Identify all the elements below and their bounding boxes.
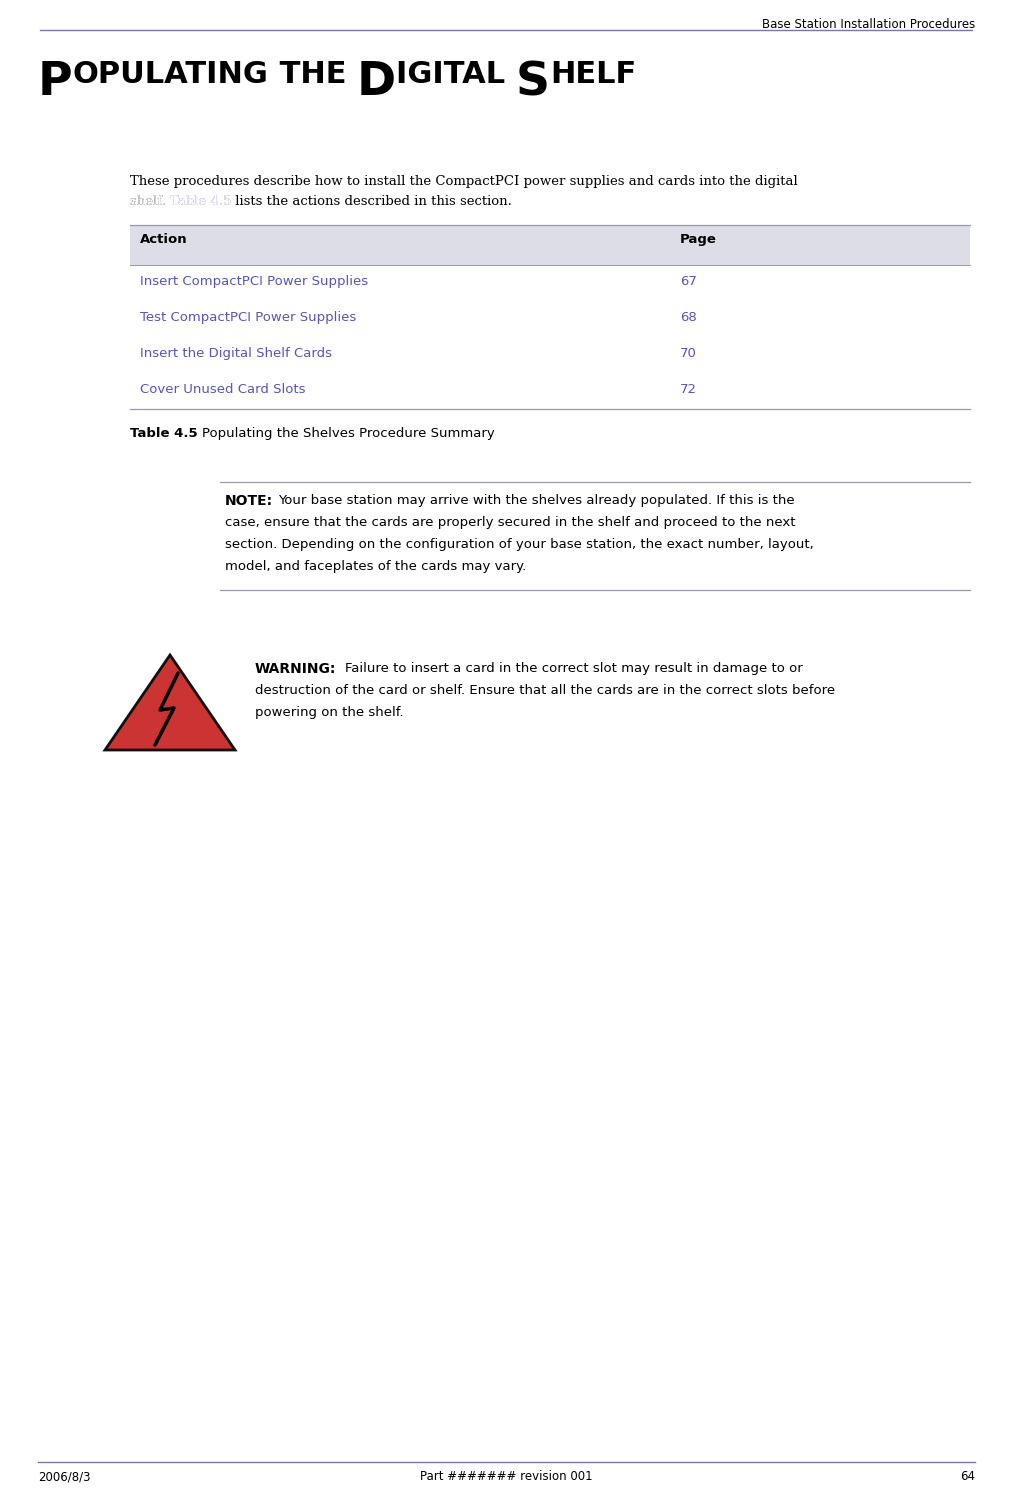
- Text: Base Station Installation Procedures: Base Station Installation Procedures: [761, 18, 974, 31]
- Text: THE: THE: [268, 60, 357, 90]
- Text: Populating the Shelves Procedure Summary: Populating the Shelves Procedure Summary: [202, 428, 494, 440]
- Text: D: D: [357, 60, 395, 105]
- Text: lists the actions described in this section.: lists the actions described in this sect…: [232, 194, 512, 208]
- Text: NOTE:: NOTE:: [224, 493, 273, 508]
- Text: Your base station may arrive with the shelves already populated. If this is the: Your base station may arrive with the sh…: [278, 493, 794, 507]
- Text: S: S: [516, 60, 549, 105]
- Text: Table 4.5: Table 4.5: [129, 428, 197, 440]
- Text: IGITAL: IGITAL: [395, 60, 516, 90]
- Text: P: P: [38, 60, 73, 105]
- Text: shelf.: shelf.: [129, 194, 170, 208]
- Text: section. Depending on the configuration of your base station, the exact number, : section. Depending on the configuration …: [224, 538, 813, 552]
- Text: powering on the shelf.: powering on the shelf.: [255, 706, 403, 719]
- Text: Action: Action: [140, 233, 187, 247]
- Polygon shape: [105, 655, 235, 750]
- Text: Failure to insert a card in the correct slot may result in damage to or: Failure to insert a card in the correct …: [345, 662, 802, 676]
- Text: 70: 70: [679, 347, 697, 360]
- Text: Table 4.5: Table 4.5: [170, 194, 232, 208]
- Text: Insert the Digital Shelf Cards: Insert the Digital Shelf Cards: [140, 347, 332, 360]
- Text: OPULATING: OPULATING: [73, 60, 268, 90]
- Text: WARNING:: WARNING:: [255, 662, 336, 676]
- Text: Cover Unused Card Slots: Cover Unused Card Slots: [140, 383, 305, 396]
- Text: 68: 68: [679, 311, 696, 324]
- Text: Table 4.5: Table 4.5: [170, 194, 232, 208]
- Text: 72: 72: [679, 383, 697, 396]
- Bar: [129, 226, 969, 265]
- Text: 2006/8/3: 2006/8/3: [38, 1470, 90, 1483]
- Text: destruction of the card or shelf. Ensure that all the cards are in the correct s: destruction of the card or shelf. Ensure…: [255, 685, 834, 697]
- Text: Insert CompactPCI Power Supplies: Insert CompactPCI Power Supplies: [140, 275, 368, 289]
- Text: shelf.: shelf.: [129, 194, 170, 208]
- Text: case, ensure that the cards are properly secured in the shelf and proceed to the: case, ensure that the cards are properly…: [224, 516, 795, 529]
- Text: These procedures describe how to install the CompactPCI power supplies and cards: These procedures describe how to install…: [129, 175, 797, 188]
- Text: 64: 64: [959, 1470, 974, 1483]
- Text: HELF: HELF: [549, 60, 636, 90]
- Text: model, and faceplates of the cards may vary.: model, and faceplates of the cards may v…: [224, 561, 526, 573]
- Text: Page: Page: [679, 233, 716, 247]
- Text: 67: 67: [679, 275, 697, 289]
- Text: Part ####### revision 001: Part ####### revision 001: [420, 1470, 591, 1483]
- Text: Test CompactPCI Power Supplies: Test CompactPCI Power Supplies: [140, 311, 356, 324]
